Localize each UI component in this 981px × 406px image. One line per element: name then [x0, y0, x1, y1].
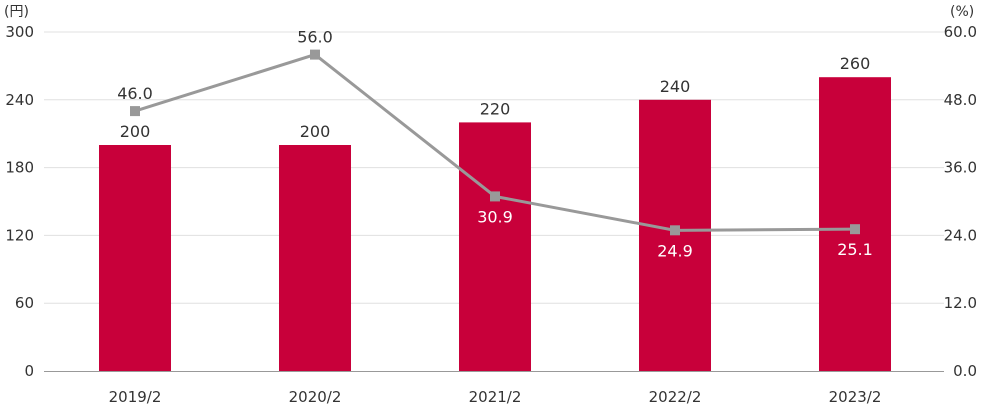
bar	[819, 77, 891, 371]
line-value-label: 46.0	[117, 84, 153, 103]
bar-value-label: 200	[300, 122, 331, 141]
right-tick-label: 24.0	[944, 226, 977, 244]
x-tick-label: 2019/2	[109, 388, 162, 406]
bar	[279, 145, 351, 371]
line-value-label: 24.9	[657, 241, 693, 260]
line-marker	[310, 49, 320, 60]
left-axis-unit: (円)	[4, 4, 29, 20]
line-marker	[670, 225, 680, 236]
bar-series	[99, 77, 891, 372]
right-tick-label: 0.0	[953, 362, 977, 380]
bar	[459, 122, 531, 372]
right-tick-label: 36.0	[944, 159, 977, 177]
line-series	[130, 49, 860, 236]
bar-value-label: 260	[840, 54, 871, 73]
line-marker	[130, 106, 140, 117]
x-tick-label: 2021/2	[469, 388, 522, 406]
line-marker	[490, 191, 500, 202]
right-tick-label: 12.0	[944, 294, 977, 312]
left-tick-label: 0	[24, 362, 34, 380]
right-axis-unit: (%)	[950, 4, 974, 20]
line-value-label: 25.1	[837, 240, 873, 259]
line-marker	[850, 224, 860, 235]
line-value-label: 56.0	[297, 28, 333, 47]
left-tick-label: 60	[15, 294, 34, 312]
right-tick-label: 60.0	[944, 23, 977, 41]
right-tick-label: 48.0	[944, 91, 977, 109]
left-tick-label: 300	[5, 23, 34, 41]
axes: 0 0.0 60 12.0 120 24.0 180 36.0 240 48.0 300 60.0 20…	[5, 23, 977, 406]
x-tick-label: 2020/2	[289, 388, 342, 406]
bar-value-label: 240	[660, 77, 691, 96]
line-value-label: 30.9	[477, 207, 513, 226]
data-labels: 200 200 220 240 260 46.0 56.0 30.9 24.9 25.1	[117, 28, 873, 261]
bar	[639, 99, 711, 372]
left-tick-label: 240	[5, 91, 34, 109]
left-tick-label: 180	[5, 159, 34, 177]
bar-value-label: 200	[120, 122, 151, 141]
x-tick-label: 2023/2	[829, 388, 882, 406]
bar-value-label: 220	[480, 99, 511, 118]
bar	[99, 145, 171, 371]
x-tick-label: 2022/2	[649, 388, 702, 406]
left-tick-label: 120	[5, 226, 34, 244]
